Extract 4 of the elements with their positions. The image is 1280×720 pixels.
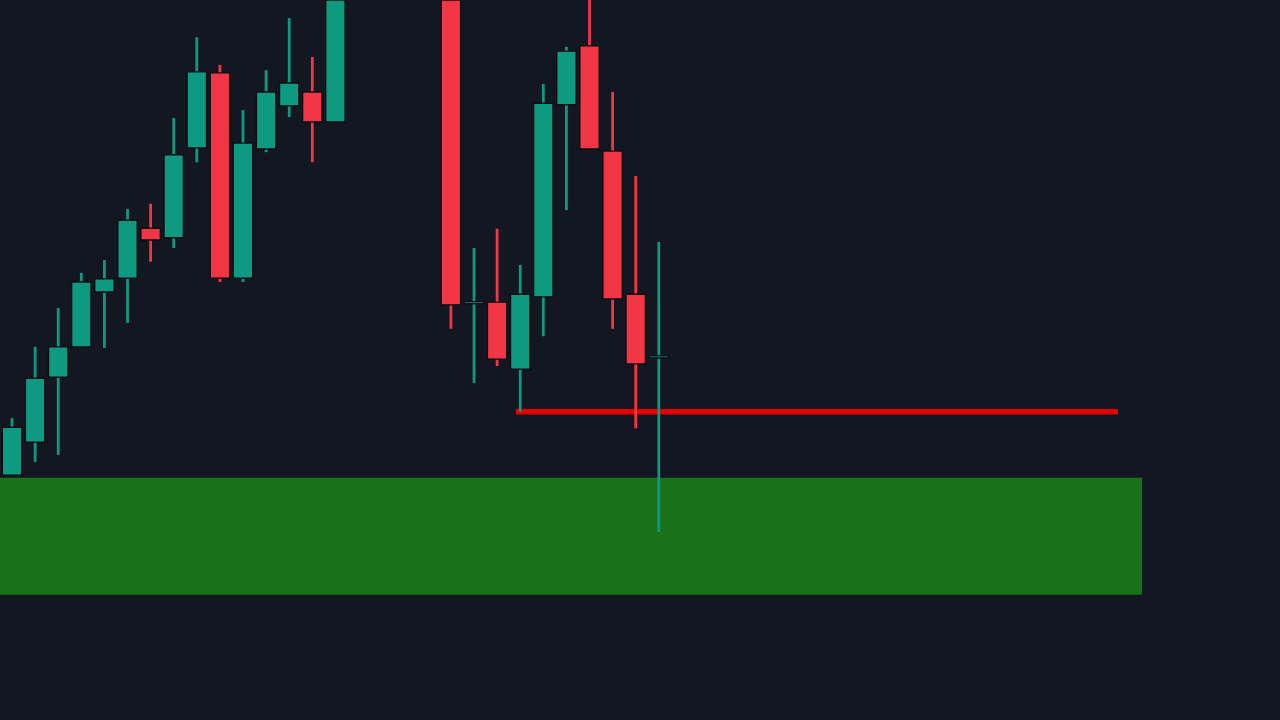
candlestick	[648, 240, 670, 534]
candlestick	[278, 16, 300, 119]
candlestick	[94, 258, 115, 350]
candlestick	[140, 202, 162, 264]
